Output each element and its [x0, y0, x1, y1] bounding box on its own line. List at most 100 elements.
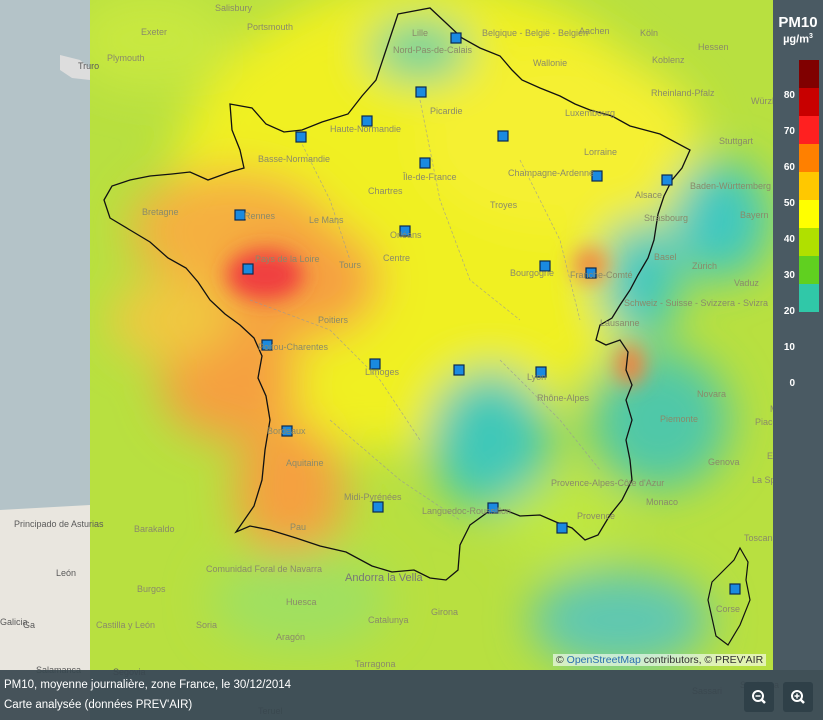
place-label: Luxembourg	[565, 108, 616, 118]
station-marker[interactable]	[415, 86, 427, 98]
place-label: León	[56, 568, 77, 578]
place-label: Toscana	[744, 533, 778, 543]
bottom-bar	[0, 670, 823, 720]
osm-link[interactable]: OpenStreetMap	[566, 654, 641, 666]
legend-tick-label: 40	[783, 234, 795, 245]
place-label: Le Mans	[309, 215, 344, 225]
legend-swatch	[799, 88, 819, 117]
admin-borders	[249, 99, 601, 521]
legend-unit: µg/m3	[773, 33, 823, 46]
place-label: Truro	[78, 61, 100, 71]
station-marker[interactable]	[585, 267, 597, 279]
place-label: Vaduz	[734, 278, 759, 288]
place-label: Chartres	[368, 186, 403, 196]
spain-land	[0, 505, 90, 720]
place-label: Bordeaux	[267, 426, 306, 436]
zoom-in-button[interactable]	[783, 682, 813, 712]
place-label: Rhône-Alpes	[537, 393, 590, 403]
attribution-prefix: ©	[556, 654, 567, 666]
legend-swatch	[799, 116, 819, 145]
place-label: Wallonie	[533, 58, 568, 68]
legend-swatch	[799, 172, 819, 201]
place-label: Provence-Alpes-Côte d'Azur	[551, 478, 665, 488]
place-label: Basel	[654, 252, 677, 262]
atlantic-sea	[0, 0, 90, 530]
place-label: Huesca	[286, 597, 317, 607]
place-label: Principado de Asturias	[14, 519, 104, 529]
station-marker[interactable]	[372, 501, 384, 513]
zoom-in-icon	[791, 690, 805, 704]
station-marker[interactable]	[361, 115, 373, 127]
place-label: Exeter	[141, 27, 168, 37]
map-caption: PM10, moyenne journalière, zone France, …	[4, 679, 292, 691]
place-label: Baden-Württemberg	[690, 181, 772, 191]
zoom-out-button[interactable]	[744, 682, 774, 712]
place-label: Soria	[196, 620, 218, 630]
place-label: Catalunya	[368, 615, 409, 625]
station-marker[interactable]	[369, 358, 381, 370]
zoom-out-icon	[752, 690, 766, 704]
place-label: Würzburg	[751, 96, 791, 106]
station-marker[interactable]	[450, 32, 462, 44]
place-label: Rheinland-Pfalz	[651, 88, 715, 98]
place-label: Portsmouth	[247, 22, 294, 32]
legend-tick-label: 80	[783, 90, 795, 101]
place-label: Burgos	[137, 584, 166, 594]
place-label: Aachen	[579, 26, 610, 36]
station-marker[interactable]	[234, 209, 246, 221]
station-marker[interactable]	[295, 131, 307, 143]
place-label: Andorra la Vella	[345, 572, 423, 584]
station-marker[interactable]	[535, 366, 547, 378]
station-marker[interactable]	[399, 225, 411, 237]
place-label: Poitiers	[318, 315, 349, 325]
place-label: Girona	[431, 607, 459, 617]
attribution-suffix: contributors, © PREV'AIR	[640, 654, 764, 666]
place-label: Orléans	[390, 230, 422, 240]
place-label: Koblenz	[652, 55, 685, 65]
place-label: Bourgogne	[510, 268, 555, 278]
place-label: Pays de la Loire	[255, 254, 320, 264]
place-label: Haute-Normandie	[330, 124, 402, 134]
station-marker[interactable]	[453, 364, 465, 376]
place-label: Franche-Comté	[570, 270, 633, 280]
place-label: Strasbourg	[644, 213, 689, 223]
station-marker[interactable]	[729, 583, 741, 595]
place-label: Lausanne	[600, 318, 640, 328]
station-marker[interactable]	[281, 425, 293, 437]
place-label: Zürich	[692, 261, 718, 271]
legend-swatch	[799, 284, 819, 312]
station-marker[interactable]	[261, 339, 273, 351]
place-label: Castilla y León	[96, 620, 156, 630]
place-label: Aquitaine	[286, 458, 324, 468]
place-label: Schweiz - Suisse - Svizzera - Svizra	[624, 298, 769, 308]
station-marker[interactable]	[497, 130, 509, 142]
legend-unit-text: µg/m	[783, 33, 809, 46]
place-label: Midi-Pyrénées	[344, 492, 402, 502]
place-label: Alsace	[635, 190, 663, 200]
station-marker[interactable]	[242, 263, 254, 275]
station-marker[interactable]	[419, 157, 431, 169]
place-label: Nord-Pas-de-Calais	[393, 45, 473, 55]
station-marker[interactable]	[539, 260, 551, 272]
place-label: Galicia	[0, 617, 28, 627]
place-label: Champagne-Ardenne	[508, 168, 595, 178]
legend-swatch	[799, 256, 819, 285]
place-label: Basse-Normandie	[258, 154, 331, 164]
station-marker[interactable]	[661, 174, 673, 186]
place-label: Comunidad Foral de Navarra	[206, 564, 323, 574]
station-layer	[234, 32, 741, 595]
place-label: Île-de-France	[403, 172, 457, 182]
station-marker[interactable]	[487, 502, 499, 514]
place-label: Lille	[412, 28, 429, 38]
legend-swatch	[799, 200, 819, 229]
place-label: Picardie	[430, 106, 463, 116]
place-label: La Spezia	[752, 475, 792, 485]
station-marker[interactable]	[591, 170, 603, 182]
station-marker[interactable]	[556, 522, 568, 534]
place-label: Belgique - België - Belgien	[482, 28, 589, 38]
legend-tick-label: 30	[783, 270, 795, 281]
place-label: Genova	[708, 457, 740, 467]
place-label: Hessen	[698, 42, 729, 52]
place-label: Plymouth	[107, 53, 145, 63]
